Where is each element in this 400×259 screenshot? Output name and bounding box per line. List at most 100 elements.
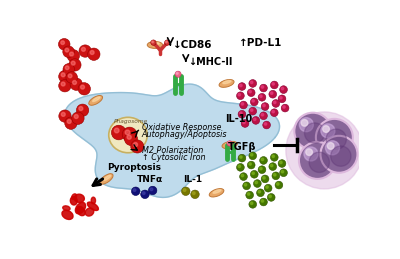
Circle shape	[270, 92, 273, 94]
Ellipse shape	[222, 141, 237, 149]
Circle shape	[246, 191, 254, 199]
Circle shape	[243, 182, 250, 190]
Ellipse shape	[77, 206, 85, 216]
Ellipse shape	[151, 42, 159, 45]
Circle shape	[114, 128, 119, 133]
Circle shape	[252, 172, 254, 175]
Circle shape	[127, 135, 131, 139]
Circle shape	[82, 47, 86, 51]
Circle shape	[164, 40, 170, 45]
Circle shape	[272, 155, 274, 157]
Circle shape	[247, 89, 255, 97]
Ellipse shape	[74, 194, 84, 203]
Circle shape	[304, 123, 325, 143]
Circle shape	[280, 86, 287, 93]
Circle shape	[269, 90, 277, 98]
Ellipse shape	[75, 202, 86, 214]
Circle shape	[250, 170, 258, 178]
Circle shape	[236, 92, 244, 100]
Circle shape	[250, 109, 253, 111]
Circle shape	[294, 113, 331, 150]
Circle shape	[70, 78, 82, 90]
Circle shape	[252, 100, 254, 102]
Circle shape	[264, 184, 272, 192]
Circle shape	[152, 41, 154, 43]
Circle shape	[280, 169, 287, 177]
Circle shape	[241, 174, 244, 177]
Circle shape	[270, 154, 278, 161]
Circle shape	[240, 173, 247, 181]
Circle shape	[258, 93, 266, 101]
Circle shape	[306, 149, 312, 155]
Circle shape	[266, 186, 268, 188]
Circle shape	[228, 142, 230, 143]
Circle shape	[63, 64, 74, 75]
Text: M2 Polarization: M2 Polarization	[142, 146, 203, 155]
Circle shape	[274, 101, 276, 104]
Circle shape	[131, 140, 144, 153]
Circle shape	[320, 136, 358, 173]
Circle shape	[321, 124, 335, 138]
Circle shape	[238, 154, 246, 162]
Ellipse shape	[286, 112, 363, 189]
Circle shape	[65, 117, 77, 129]
Ellipse shape	[87, 202, 98, 211]
Circle shape	[249, 80, 256, 87]
Circle shape	[299, 118, 313, 132]
Circle shape	[61, 73, 65, 77]
Circle shape	[247, 193, 250, 195]
Circle shape	[272, 100, 280, 107]
Text: Autophagy/Apoptosis: Autophagy/Apoptosis	[142, 130, 227, 139]
Circle shape	[238, 83, 246, 90]
Ellipse shape	[209, 189, 224, 197]
Circle shape	[270, 109, 278, 117]
Circle shape	[316, 119, 353, 156]
Circle shape	[132, 187, 140, 196]
Circle shape	[241, 103, 244, 105]
Circle shape	[327, 143, 334, 149]
Circle shape	[256, 189, 264, 197]
Circle shape	[250, 98, 258, 106]
Circle shape	[260, 95, 262, 97]
Ellipse shape	[147, 41, 163, 48]
Circle shape	[240, 101, 247, 109]
Circle shape	[301, 120, 308, 126]
Circle shape	[241, 120, 249, 127]
Circle shape	[247, 161, 255, 169]
Circle shape	[263, 104, 265, 107]
Circle shape	[281, 87, 284, 90]
Circle shape	[323, 126, 329, 132]
Text: Oxidative Response: Oxidative Response	[142, 123, 221, 132]
Circle shape	[74, 114, 78, 118]
Circle shape	[182, 187, 190, 196]
Ellipse shape	[213, 190, 221, 193]
Circle shape	[76, 104, 89, 116]
Ellipse shape	[91, 197, 96, 204]
Ellipse shape	[62, 210, 73, 219]
Circle shape	[280, 161, 282, 164]
Circle shape	[261, 200, 264, 202]
Circle shape	[240, 112, 242, 114]
Circle shape	[79, 45, 91, 57]
Circle shape	[61, 112, 65, 116]
Circle shape	[183, 189, 186, 191]
Circle shape	[67, 50, 80, 62]
Circle shape	[261, 158, 264, 161]
Circle shape	[258, 166, 266, 174]
Circle shape	[275, 181, 283, 189]
Ellipse shape	[93, 97, 100, 102]
Circle shape	[70, 52, 74, 56]
Circle shape	[272, 83, 274, 85]
Circle shape	[66, 72, 78, 83]
Circle shape	[249, 163, 251, 165]
Ellipse shape	[85, 208, 94, 216]
Circle shape	[58, 39, 70, 50]
Circle shape	[244, 184, 247, 186]
Circle shape	[59, 80, 71, 92]
Circle shape	[326, 129, 346, 149]
Ellipse shape	[219, 80, 234, 87]
Text: Pyroptosis: Pyroptosis	[107, 163, 161, 172]
Circle shape	[240, 84, 242, 87]
Text: Phagosome: Phagosome	[114, 119, 148, 124]
Circle shape	[72, 81, 76, 84]
